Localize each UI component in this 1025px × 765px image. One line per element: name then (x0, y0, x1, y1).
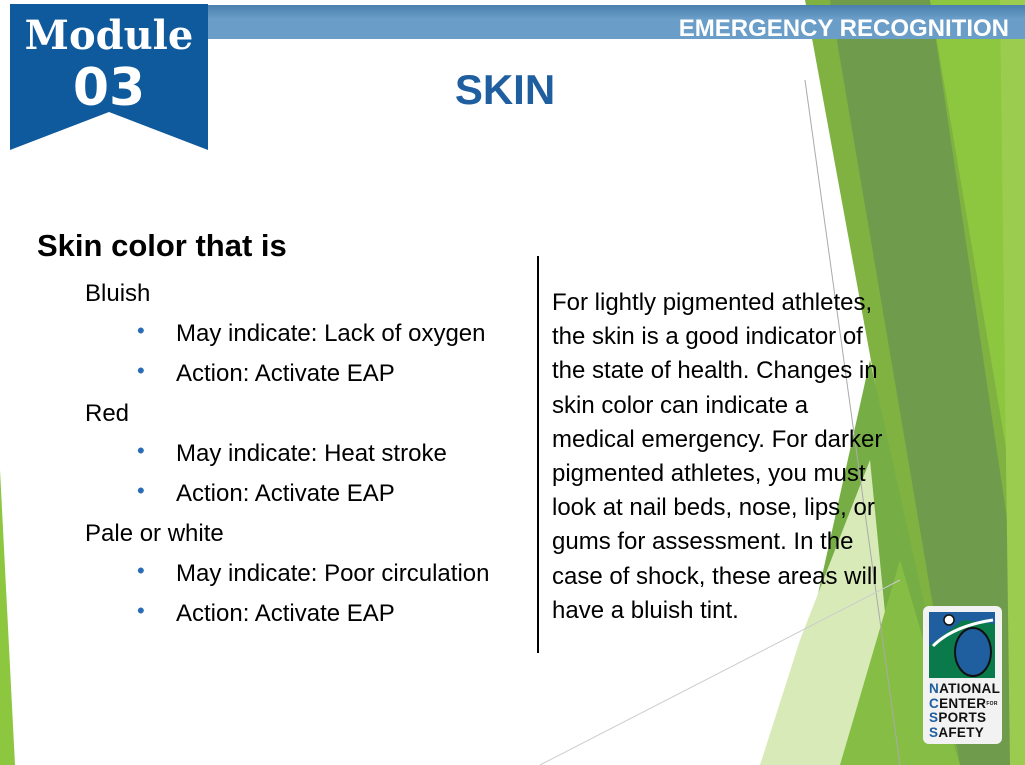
section-title: EMERGENCY RECOGNITION (678, 15, 1009, 42)
logo-line: SPORTS (929, 710, 987, 726)
ncss-logo: NATIONAL CENTERFOR SPORTS SAFETY (923, 606, 1002, 744)
paragraph-line: the state of health. Changes in (552, 357, 878, 385)
paragraph-line: skin color can indicate a (552, 391, 809, 419)
paragraph-line: For lightly pigmented athletes, (552, 289, 873, 316)
paragraph-line: medical emergency. For darker (552, 425, 883, 453)
module-label: Module (24, 12, 194, 59)
paragraph-line: look at nail beds, nose, lips, or (552, 494, 875, 522)
module-number: 03 (72, 58, 146, 118)
paragraph-line: the skin is a good indicator of (552, 323, 863, 351)
logo-line: NATIONAL (929, 681, 1001, 696)
column-divider (537, 256, 539, 653)
paragraph-line: case of shock, these areas will (552, 562, 878, 590)
paragraph-line: have a bluish tint. (552, 596, 739, 624)
logo-text: NATIONAL CENTERFOR SPORTS SAFETY (929, 681, 1001, 740)
paragraph-line: gums for assessment. In the (552, 528, 854, 556)
left-heading: Skin color that is (37, 228, 287, 263)
section-header-bar: EMERGENCY RECOGNITION (200, 5, 1025, 42)
category-label: Pale or white (85, 520, 224, 547)
module-badge (10, 4, 208, 150)
logo-line: CENTER (929, 695, 987, 711)
category-label: Bluish (85, 280, 151, 307)
paragraph-line: pigmented athletes, you must (552, 460, 866, 488)
category-label: Red (85, 400, 130, 427)
logo-line: SAFETY (929, 724, 985, 740)
slide-title: SKIN (454, 66, 556, 113)
description-paragraph: For lightly pigmented athletes, the skin… (552, 286, 922, 628)
logo-emblem-icon (929, 612, 995, 678)
logo-small-text: FOR (986, 700, 998, 707)
